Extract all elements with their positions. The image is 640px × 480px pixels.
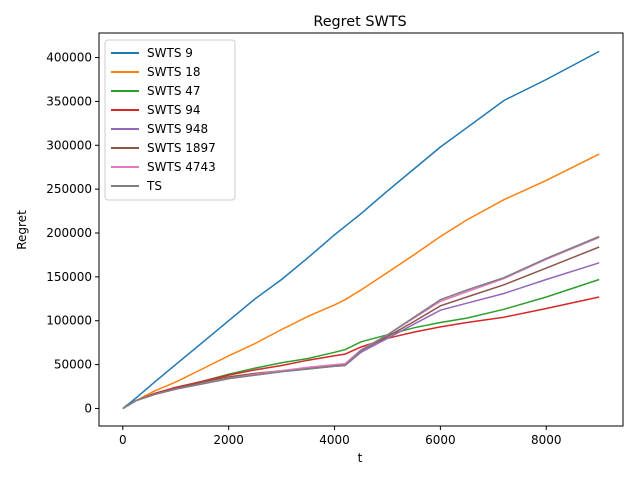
x-axis-label: t <box>358 451 363 465</box>
legend: SWTS 9 SWTS 18 SWTS 47 SWTS 94 SWTS 948 SWTS … <box>104 39 236 201</box>
y-tick-label-3: 150000 <box>46 270 92 284</box>
y-axis: 0 50000 100000 150000 200000 250000 300000 3500… <box>46 51 99 415</box>
legend-box <box>104 39 236 201</box>
x-tick-label-0: 0 <box>119 433 127 447</box>
legend-label-0: SWTS 9 <box>147 46 193 60</box>
x-tick-label-4: 8000 <box>531 433 562 447</box>
legend-label-1: SWTS 18 <box>147 65 201 79</box>
x-tick-label-2: 4000 <box>319 433 350 447</box>
y-tick-label-1: 50000 <box>54 358 92 372</box>
legend-label-5: SWTS 1897 <box>147 141 216 155</box>
legend-label-4: SWTS 948 <box>147 122 208 136</box>
x-tick-label-3: 6000 <box>425 433 456 447</box>
series-line-4 <box>122 262 600 410</box>
legend-label-3: SWTS 94 <box>147 103 201 117</box>
plot-lines <box>122 50 600 410</box>
y-tick-label-8: 400000 <box>46 51 92 65</box>
y-tick-label-0: 0 <box>84 401 92 415</box>
series-line-1 <box>122 153 600 410</box>
series-line-7 <box>122 235 600 410</box>
series-line-0 <box>122 50 600 410</box>
y-tick-label-5: 250000 <box>46 182 92 196</box>
legend-label-2: SWTS 47 <box>147 84 201 98</box>
y-tick-label-6: 300000 <box>46 138 92 152</box>
y-tick-label-4: 200000 <box>46 226 92 240</box>
x-tick-label-1: 2000 <box>213 433 244 447</box>
y-tick-label-2: 100000 <box>46 314 92 328</box>
y-tick-label-7: 350000 <box>46 94 92 108</box>
y-axis-label: Regret <box>15 210 29 250</box>
legend-label-7: TS <box>146 179 162 193</box>
legend-label-6: SWTS 4743 <box>147 160 216 174</box>
chart-title: Regret SWTS <box>313 14 406 30</box>
series-line-3 <box>122 296 600 410</box>
plot-frame <box>98 32 624 427</box>
x-axis: 0 2000 4000 6000 8000 <box>119 426 562 447</box>
series-line-5 <box>122 246 600 410</box>
series-line-2 <box>122 278 600 410</box>
